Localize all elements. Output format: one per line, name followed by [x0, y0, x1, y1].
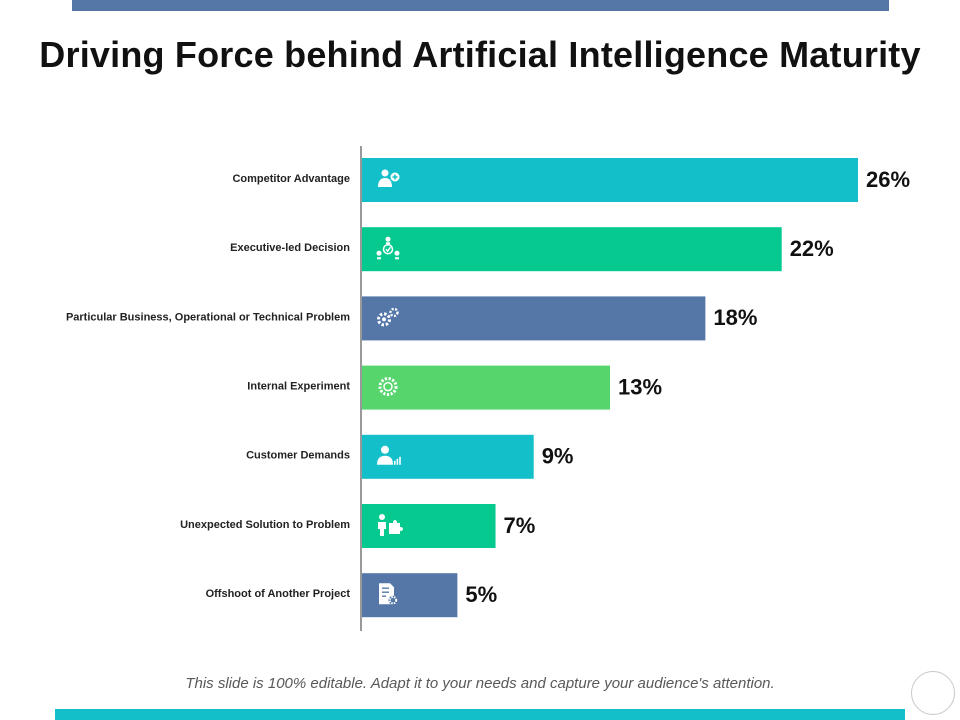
bottom-accent-bar [55, 709, 905, 720]
value-label: 5% [465, 582, 497, 607]
value-label: 22% [790, 236, 834, 261]
slide-title: Driving Force behind Artificial Intellig… [39, 34, 921, 75]
bar [362, 227, 782, 272]
category-label: Competitor Advantage [232, 173, 350, 185]
value-label: 9% [542, 444, 574, 469]
category-label: Internal Experiment [247, 381, 350, 393]
person-chart-icon [377, 445, 401, 465]
footer-note: This slide is 100% editable. Adapt it to… [185, 675, 775, 692]
person-plus-icon [378, 169, 400, 187]
nav-circle-button[interactable] [911, 671, 955, 715]
gear-cog-icon [378, 377, 398, 397]
value-label: 18% [713, 305, 757, 330]
person-puzzle-icon [378, 514, 403, 536]
bar [362, 296, 706, 341]
bar [362, 365, 610, 410]
document-gear-icon [379, 583, 398, 605]
value-label: 13% [618, 374, 662, 399]
gears-icon [377, 307, 399, 327]
bar [362, 434, 534, 479]
category-label: Executive-led Decision [230, 242, 350, 254]
category-label: Offshoot of Another Project [206, 588, 351, 600]
bar [362, 573, 458, 618]
category-label: Unexpected Solution to Problem [180, 519, 350, 531]
top-accent-bar [72, 0, 889, 11]
value-label: 7% [504, 513, 536, 538]
category-label: Customer Demands [246, 450, 350, 462]
value-label: 26% [866, 167, 910, 192]
bar [362, 158, 858, 202]
category-label: Particular Business, Operational or Tech… [66, 311, 350, 323]
team-check-icon [376, 236, 400, 260]
